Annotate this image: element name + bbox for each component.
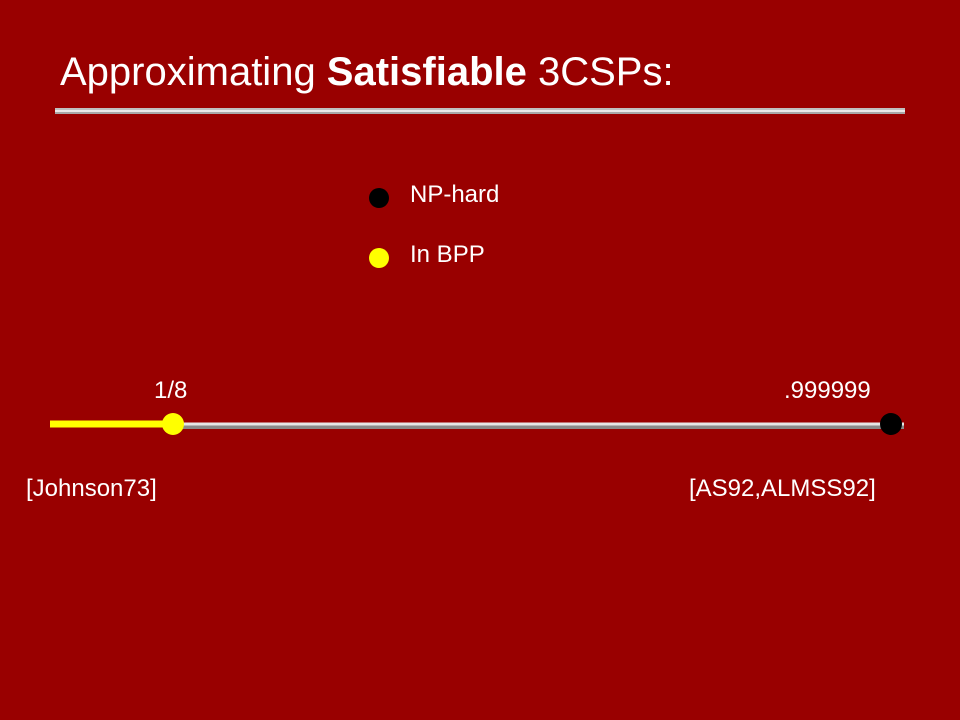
- title-divider: [55, 108, 905, 114]
- title-prefix: Approximating: [60, 50, 327, 94]
- bpp-legend-label: In BPP: [410, 241, 485, 268]
- title-bold: Satisfiable: [326, 50, 527, 94]
- slide-title: Approximating Satisfiable 3CSPs:: [60, 46, 674, 98]
- threshold-label-one-eighth: 1/8: [154, 377, 188, 404]
- bpp-legend-dot: [369, 248, 389, 268]
- bpp-threshold-point: [162, 413, 184, 435]
- title-suffix: 3CSPs:: [526, 50, 674, 94]
- citation-pcp: [AS92,ALMSS92]: [689, 475, 876, 502]
- threshold-label-high: .999999: [784, 377, 871, 404]
- np-hard-threshold-point: [880, 413, 902, 435]
- np-hard-legend-dot: [369, 188, 389, 208]
- citation-johnson: [Johnson73]: [26, 475, 157, 502]
- np-hard-legend-label: NP-hard: [410, 181, 500, 208]
